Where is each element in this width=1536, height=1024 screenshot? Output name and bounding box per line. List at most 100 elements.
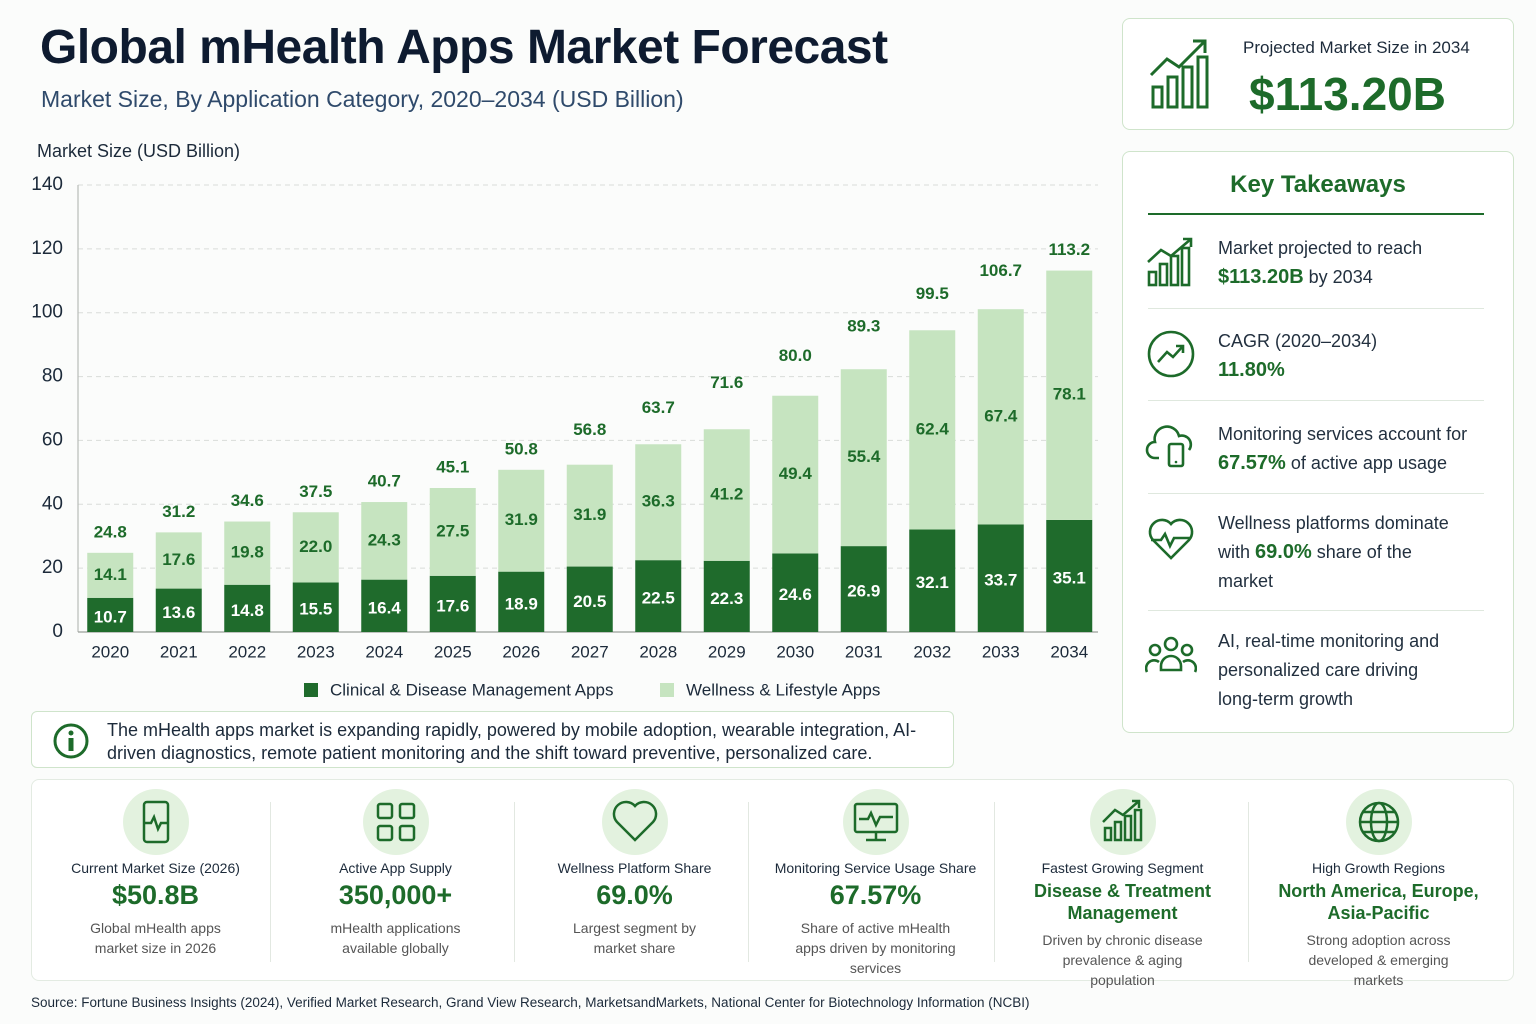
takeaway-tail: share of the market — [1218, 542, 1412, 591]
bar-segment — [1046, 270, 1093, 520]
takeaway-icon — [1148, 518, 1194, 560]
icon-part — [1147, 330, 1195, 378]
icon-part — [1174, 460, 1178, 464]
icon-part — [1147, 270, 1158, 287]
icon-part — [363, 789, 429, 855]
legend-swatch — [660, 683, 674, 697]
divider — [748, 802, 749, 962]
stat-value: 69.0% — [596, 880, 673, 910]
icon-part — [1149, 39, 1207, 77]
info-box: The mHealth apps market is expanding rap… — [31, 711, 954, 768]
stat: Active App Supply 350,000+ mHealth appli… — [272, 780, 519, 980]
takeaway: Wellness platforms dominate with 69.0% s… — [1218, 509, 1458, 596]
total-label: 40.7 — [368, 472, 401, 491]
icon-part — [1133, 808, 1143, 842]
takeaway-lead: CAGR (2020–2034) — [1218, 331, 1378, 351]
total-label: 56.8 — [573, 420, 606, 439]
bar-segment — [361, 502, 408, 580]
bar-segment — [840, 546, 887, 632]
icon-part — [1167, 442, 1185, 468]
stat-value: $50.8B — [111, 880, 200, 910]
stat-label: Fastest Growing Segment — [1041, 860, 1204, 876]
bar-segment — [977, 309, 1024, 525]
x-tick-label: 2021 — [160, 642, 198, 661]
bar-segment — [772, 553, 819, 632]
stat: High Growth Regions North America, Europ… — [1255, 780, 1502, 988]
takeaway-icon — [1145, 425, 1193, 468]
x-tick-label: 2033 — [982, 642, 1020, 661]
segment-label: 14.8 — [231, 601, 264, 620]
bar-segment — [155, 532, 202, 589]
icon-part — [1180, 643, 1194, 657]
icon-part — [1090, 789, 1156, 855]
stat: Current Market Size (2026) $50.8B Global… — [32, 780, 279, 980]
x-tick-label: 2022 — [228, 642, 266, 661]
stat: Fastest Growing Segment Disease & Treatm… — [999, 780, 1246, 988]
separator — [1148, 493, 1484, 494]
bar-segment — [977, 524, 1024, 632]
stat-value: 67.57% — [829, 880, 922, 910]
bar-segment — [429, 488, 476, 576]
title: Global mHealth Apps Market Forecast — [40, 21, 888, 74]
bar-segment — [498, 469, 545, 572]
icon-part — [1363, 810, 1395, 834]
icon-part — [144, 813, 168, 833]
takeaway-icon — [1147, 237, 1193, 287]
icon-part — [1148, 643, 1162, 657]
total-label: 106.7 — [979, 261, 1022, 280]
icon-part — [1147, 237, 1193, 287]
icon-part — [1169, 254, 1180, 287]
icon-part — [1176, 344, 1185, 353]
legend-swatch — [304, 683, 318, 697]
stat-icon — [363, 789, 429, 855]
stat-label: High Growth Regions — [1311, 860, 1446, 876]
total-label: 113.2 — [1048, 240, 1090, 259]
y-tick-label: 100 — [31, 302, 63, 323]
icon-part — [1102, 799, 1143, 842]
icon-part — [1181, 65, 1194, 109]
bar-segment — [224, 521, 271, 585]
icon-part — [1196, 55, 1209, 109]
icon-part — [1157, 345, 1184, 363]
takeaways-card: Key Takeaways Market projected to reach $… — [1122, 151, 1514, 733]
icon-part — [398, 802, 416, 820]
divider — [1248, 802, 1249, 962]
y-tick-label: 0 — [52, 621, 63, 642]
x-tick-label: 2023 — [297, 642, 335, 661]
segment-label: 14.1 — [94, 565, 127, 584]
segment-label: 26.9 — [847, 582, 880, 601]
separator — [1148, 610, 1484, 611]
bar-segment — [498, 571, 545, 632]
takeaway-lead: Market projected to reach — [1218, 238, 1423, 258]
total-label: 71.6 — [710, 373, 743, 392]
segment-label: 31.9 — [505, 510, 538, 529]
total-label: 89.3 — [847, 316, 880, 335]
segment-label: 22.0 — [299, 537, 332, 556]
icon-part — [1180, 246, 1191, 287]
stat-description: Strong adoption across developed & emerg… — [1306, 932, 1451, 988]
segment-label: 33.7 — [984, 571, 1017, 590]
total-label: 99.5 — [916, 284, 949, 303]
x-tick-label: 2031 — [845, 642, 883, 661]
x-tick-label: 2025 — [434, 642, 472, 661]
bar-segment — [635, 560, 682, 632]
icon-part — [1123, 814, 1133, 842]
y-tick-label: 40 — [42, 493, 63, 514]
icon-part — [1193, 39, 1207, 53]
total-label: 31.2 — [162, 502, 195, 521]
segment-label: 15.5 — [299, 600, 332, 619]
segment-label: 32.1 — [916, 573, 949, 592]
segment-label: 67.4 — [984, 406, 1018, 425]
x-tick-label: 2024 — [365, 642, 403, 661]
stat-label: Current Market Size (2026) — [71, 860, 240, 876]
icon-part — [1132, 799, 1141, 808]
icon-part — [1145, 636, 1197, 673]
segment-label: 24.3 — [368, 530, 401, 549]
segment-label: 35.1 — [1053, 568, 1086, 587]
stat: Wellness Platform Share 69.0% Largest se… — [511, 780, 758, 980]
segment-label: 10.7 — [94, 607, 127, 626]
takeaway-lead: Wellness platforms dominate with — [1218, 513, 1449, 562]
stat-description: Largest segment by market share — [573, 920, 696, 956]
separator — [1148, 400, 1484, 401]
chart: 0 20 40 60 80 100 120 140 2020 10.7 14.1 24.8 2021 13… — [31, 174, 1098, 699]
